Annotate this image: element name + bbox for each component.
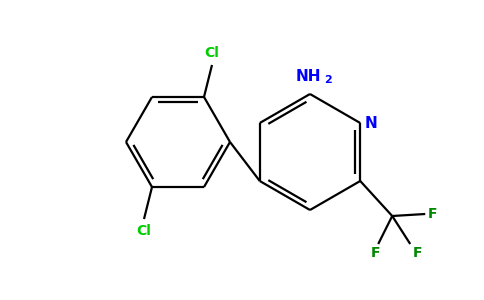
Text: F: F (413, 246, 423, 260)
Text: NH: NH (295, 69, 321, 84)
Text: N: N (364, 116, 377, 130)
Text: F: F (428, 207, 438, 221)
Text: 2: 2 (324, 75, 332, 85)
Text: Cl: Cl (136, 224, 151, 238)
Text: Cl: Cl (205, 46, 219, 60)
Text: F: F (370, 246, 380, 260)
